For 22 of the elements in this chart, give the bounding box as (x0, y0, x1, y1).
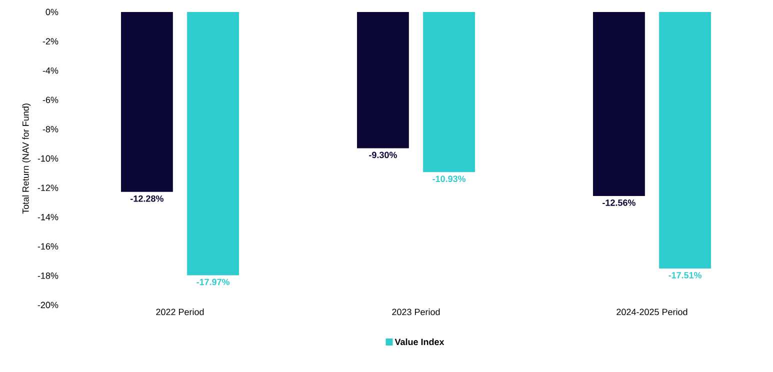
data-label: -9.30% (369, 152, 397, 158)
data-label: -10.93% (432, 176, 466, 182)
y-tick-label: 0% (46, 8, 58, 16)
y-tick-label: -14% (38, 214, 58, 220)
data-label: -17.97% (196, 278, 230, 286)
y-tick-label: -12% (38, 184, 58, 191)
legend-label: Value Index (394, 338, 444, 346)
data-label: -12.28% (130, 195, 164, 202)
x-tick-label: 2024-2025 Period (616, 308, 688, 316)
y-tick-label: -8% (42, 126, 58, 132)
data-label: -17.51% (668, 272, 702, 278)
y-tick-label: -10% (38, 155, 58, 162)
y-tick-label: -20% (38, 302, 58, 308)
y-tick-label: -2% (42, 38, 58, 44)
x-tick-label: 2022 Period (156, 308, 204, 316)
y-tick-label: -18% (38, 272, 58, 279)
y-tick-label: -6% (42, 96, 58, 104)
x-tick-label: 2023 Period (392, 308, 440, 316)
y-axis-title: Total Return (NAV for Fund) (22, 104, 31, 214)
y-tick-label: -16% (38, 243, 58, 250)
y-tick-label: -4% (42, 67, 58, 74)
data-label: -12.56% (602, 200, 636, 206)
